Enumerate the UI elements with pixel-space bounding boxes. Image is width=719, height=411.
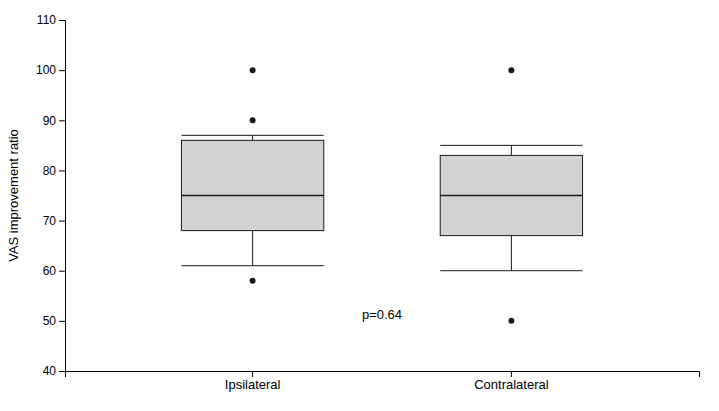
y-tick: 110 (37, 13, 65, 27)
y-tick-label: 40 (43, 364, 57, 378)
outlier (250, 67, 256, 73)
y-tick: 40 (43, 364, 65, 378)
y-tick-mark (59, 221, 65, 222)
y-tick: 80 (43, 164, 65, 178)
y-tick-label: 50 (43, 314, 57, 328)
box-group (181, 67, 323, 284)
y-tick-mark (59, 271, 65, 272)
whisker-cap (181, 265, 323, 266)
y-tick-label: 110 (37, 13, 56, 27)
x-axis: Ipsilateral Contralateral (66, 371, 700, 392)
x-tick-label: Contralateral (474, 377, 549, 392)
y-tick-mark (59, 170, 65, 171)
whisker-cap (440, 270, 582, 271)
x-axis-line (66, 372, 700, 378)
outlier (250, 278, 256, 284)
outlier (508, 318, 514, 324)
chart: 40 50 60 70 80 90 100 110 Ipsilateral Contralater… (0, 0, 719, 411)
whisker (511, 236, 512, 271)
y-tick-mark (59, 70, 65, 71)
box (440, 155, 582, 235)
y-tick-mark (59, 120, 65, 121)
median (440, 195, 582, 197)
y-tick-label: 90 (43, 114, 57, 128)
whisker-cap (440, 145, 582, 146)
y-tick: 90 (43, 114, 65, 128)
whisker (252, 135, 253, 140)
y-axis-line (59, 21, 66, 372)
annotation: p=0.64 (362, 307, 402, 322)
x-tick: Contralateral (474, 371, 549, 392)
y-tick: 100 (36, 63, 65, 77)
x-tick-mark (252, 371, 253, 377)
outlier (508, 67, 514, 73)
whisker-cap (181, 135, 323, 136)
plot: 40 50 60 70 80 90 100 110 Ipsilateral Contralater… (36, 13, 700, 392)
y-axis: 40 50 60 70 80 90 100 110 (36, 13, 66, 378)
y-tick: 60 (43, 264, 65, 278)
y-tick-label: 100 (36, 63, 56, 77)
whisker (252, 231, 253, 266)
median (181, 195, 323, 197)
marks (181, 67, 582, 324)
y-tick-mark (59, 371, 65, 372)
outlier (250, 117, 256, 123)
y-tick: 50 (43, 314, 65, 328)
whisker (511, 145, 512, 155)
y-tick-mark (59, 321, 65, 322)
y-axis-title: VAS improvement ratio (6, 129, 21, 262)
x-tick-mark (511, 371, 512, 377)
y-tick-label: 80 (43, 164, 57, 178)
y-tick-label: 60 (43, 264, 57, 278)
x-tick: Ipsilateral (225, 371, 281, 392)
y-tick: 70 (43, 214, 65, 228)
box (181, 140, 323, 230)
y-tick-label: 70 (43, 214, 57, 228)
y-tick-mark (59, 20, 65, 21)
x-tick-label: Ipsilateral (225, 377, 281, 392)
box-group (440, 67, 582, 324)
